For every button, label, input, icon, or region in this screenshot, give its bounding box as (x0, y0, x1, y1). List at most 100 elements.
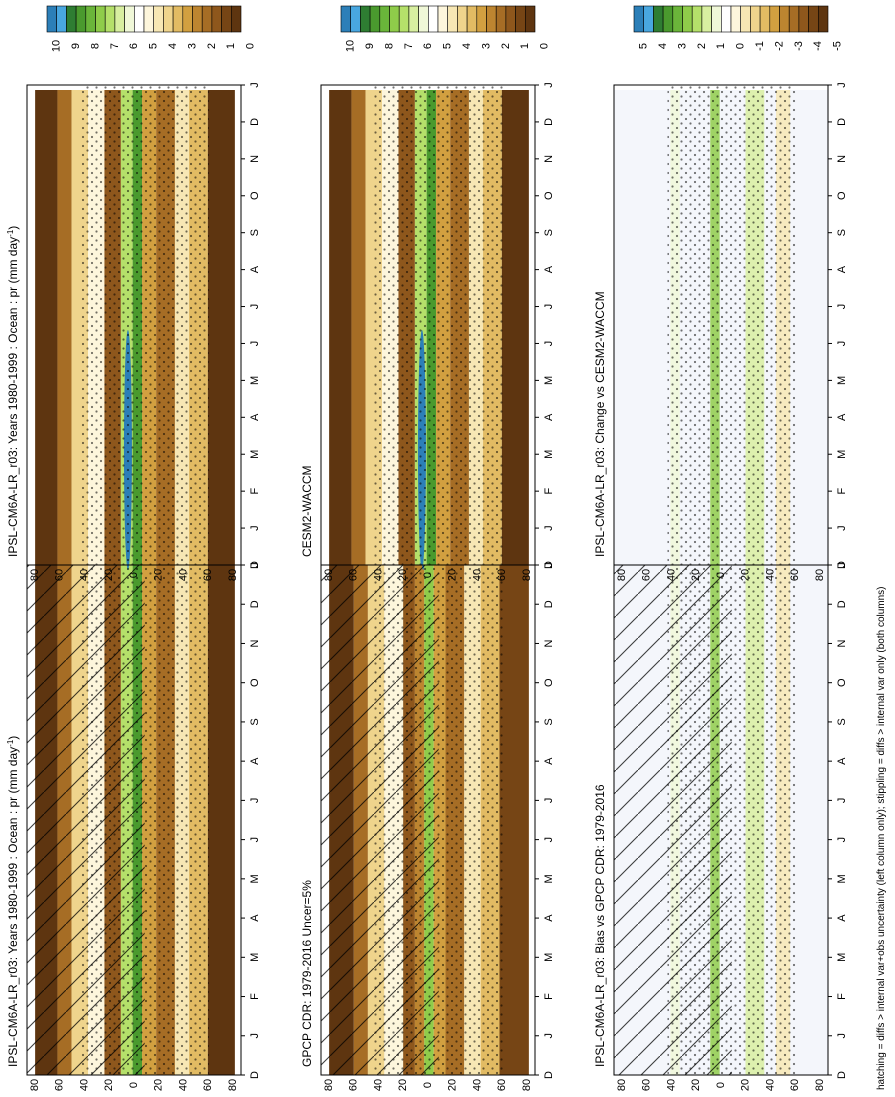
colorbar-label: 6 (128, 43, 140, 49)
month-tick-label: D (543, 561, 555, 569)
month-tick-label: J (249, 798, 261, 804)
colorbar-label: -1 (754, 41, 766, 51)
colorbar-swatch (701, 5, 712, 33)
colorbar-label: 10 (345, 40, 357, 52)
panel-title-text: IPSL-CM6A-LR_r03: Bias vs GPCP CDR: 1979… (593, 784, 607, 1067)
colorbar-label: 9 (364, 43, 376, 49)
month-tick-label: F (249, 993, 261, 1000)
colorbar-label: -4 (812, 41, 824, 51)
panel-title-text: IPSL-CM6A-LR_r03: Years 1980-1999 : Ocea… (6, 237, 20, 557)
lat-tick-label: 60 (496, 1079, 508, 1091)
lat-tick-label: 40 (471, 1079, 483, 1091)
panel-field (321, 565, 529, 1075)
month-tick-label: D (836, 600, 848, 608)
month-tick-label: J (543, 798, 555, 804)
lat-tick-label: 60 (641, 1079, 653, 1091)
colorbar-label: 10 (51, 40, 63, 52)
month-tick-label: J (543, 562, 555, 568)
lat-tick-label: 80 (323, 569, 335, 581)
colorbar-label: -3 (793, 41, 805, 51)
colorbar-label: 4 (657, 43, 669, 49)
month-tick-label: N (249, 639, 261, 647)
month-tick-label: A (249, 757, 261, 765)
colorbar-swatch (95, 5, 106, 33)
panel-frame (320, 84, 536, 566)
colorbar-1: 10 9 8 7 6 5 4 3 2 1 0 (340, 5, 551, 52)
lat-tick-label: 60 (496, 569, 508, 581)
panel-title-text: IPSL-CM6A-LR_r03: Change vs CESM2-WACCM (593, 291, 607, 557)
colorbar-label: -5 (832, 41, 844, 51)
month-tick-label: N (836, 639, 848, 647)
month-tick-label: J (249, 341, 261, 347)
field-band (207, 90, 235, 565)
lat-tick-label: 40 (78, 569, 90, 581)
month-tick-label: F (836, 488, 848, 495)
colorbar-swatch (633, 5, 644, 33)
month-tick-label: J (249, 837, 261, 843)
month-tick-label: M (249, 450, 261, 459)
colorbar-swatch (56, 5, 67, 33)
panel-title: IPSL-CM6A-LR_r03: Years 1980-1999 : Ocea… (6, 736, 21, 1067)
month-tick-label: A (543, 914, 555, 922)
month-tick-label: J (543, 341, 555, 347)
colorbar-label: 5 (638, 43, 650, 49)
colorbar-swatch (476, 5, 487, 33)
colorbar-swatch (153, 5, 164, 33)
lat-tick-label: 80 (616, 1079, 628, 1091)
colorbar-2: 5 4 3 2 1 0 -1 -2 -3 -4 -5 (633, 5, 844, 51)
colorbar-swatch (730, 5, 741, 33)
panel-title-end: ) (6, 226, 20, 230)
lat-tick-label: 0 (128, 572, 140, 578)
colorbar-swatch (418, 5, 429, 33)
panel-title-superscript: -1 (6, 229, 15, 237)
month-tick-label: O (543, 678, 555, 687)
month-tick-label: O (543, 191, 555, 200)
month-tick-label: J (543, 837, 555, 843)
month-tick-label: J (249, 304, 261, 310)
colorbar-label: 5 (442, 43, 454, 49)
lat-tick-label: 40 (78, 1079, 90, 1091)
month-tick-label: D (543, 600, 555, 608)
colorbar-swatch (350, 5, 361, 33)
colorbar-swatch (691, 5, 703, 33)
lat-tick-label: 0 (422, 572, 434, 578)
footnote: hatching = diffs > internal var+obs unce… (876, 586, 887, 1090)
colorbar-swatch (231, 5, 242, 33)
panel-title: IPSL-CM6A-LR_r03: Years 1980-1999 : Ocea… (6, 226, 21, 557)
month-tick-label: M (543, 953, 555, 962)
month-tick-label: M (836, 376, 848, 385)
colorbar-label: 8 (383, 43, 395, 49)
month-tick-label: O (836, 191, 848, 200)
month-tick-label: D (836, 118, 848, 126)
colorbar-swatch (66, 5, 77, 33)
panel-field (35, 85, 235, 565)
field-band (35, 90, 58, 565)
panel-title: IPSL-CM6A-LR_r03: Bias vs GPCP CDR: 1979… (593, 784, 607, 1067)
month-tick-label: M (836, 874, 848, 883)
colorbar-swatch (182, 5, 193, 33)
month-tick-label: O (249, 678, 261, 687)
colorbar-swatch (466, 5, 478, 33)
lat-tick-label: 20 (103, 569, 115, 581)
month-tick-label: A (543, 265, 555, 273)
lat-tick-label: 40 (665, 569, 677, 581)
colorbar-label: 3 (186, 43, 198, 49)
colorbar-label: 3 (480, 43, 492, 49)
panel-title-text: CESM2-WACCM (300, 465, 314, 557)
colorbar-swatch (653, 5, 664, 33)
month-tick-label: D (543, 1071, 555, 1079)
lat-tick-label: 60 (348, 569, 360, 581)
month-tick-label: S (249, 229, 261, 236)
colorbar-label: -2 (773, 41, 785, 51)
colorbar-swatch (682, 5, 693, 33)
panel-title: IPSL-CM6A-LR_r03: Change vs CESM2-WACCM (593, 291, 607, 557)
lat-tick-label: 20 (397, 1079, 409, 1091)
month-tick-label: N (543, 639, 555, 647)
colorbar-swatch (360, 5, 371, 33)
panel-title: CESM2-WACCM (300, 465, 314, 557)
